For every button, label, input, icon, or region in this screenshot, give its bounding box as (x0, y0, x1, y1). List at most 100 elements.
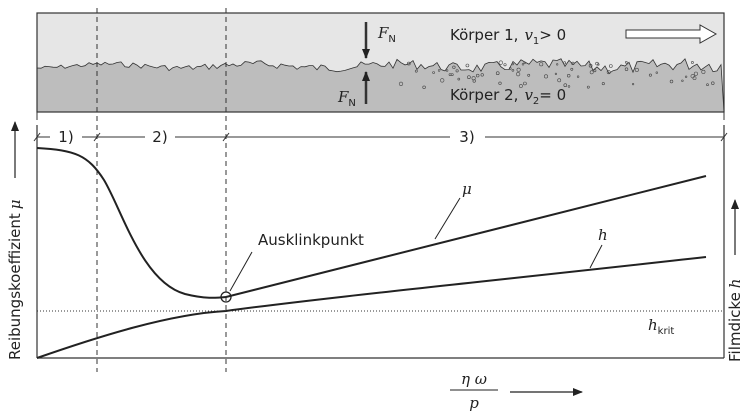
particle (508, 67, 512, 70)
particle (563, 61, 567, 65)
particle (452, 65, 456, 69)
particle (448, 73, 452, 77)
force-symbol: F (337, 88, 349, 106)
particle (556, 63, 559, 66)
particle (440, 78, 445, 83)
particle (414, 69, 418, 73)
particle (681, 79, 684, 83)
particle (503, 63, 507, 67)
y-axis-symbol: μ (6, 200, 24, 210)
y-axis-text: Reibungskoeffizient (6, 213, 24, 360)
particle (422, 85, 426, 90)
particle (480, 73, 484, 77)
motion-arrow (625, 24, 718, 44)
particle (519, 84, 523, 88)
axes (36, 125, 725, 359)
particle (523, 81, 527, 86)
velocity-index: 1 (533, 36, 539, 47)
particle (527, 73, 531, 77)
velocity: v (524, 26, 533, 44)
condition: = 0 (539, 86, 566, 104)
particle (655, 71, 658, 74)
particle (406, 61, 411, 66)
force-symbol: F (377, 24, 389, 42)
particle (588, 63, 593, 68)
body-2 (36, 58, 725, 113)
critical-symbol: h (648, 316, 658, 334)
particle (465, 63, 470, 68)
particle (624, 60, 628, 64)
particle (557, 78, 562, 83)
particle (595, 61, 599, 66)
particle (631, 82, 635, 86)
particle (576, 75, 580, 78)
body-name: Körper 1, (450, 26, 518, 44)
particle (511, 69, 515, 72)
particle (567, 85, 571, 88)
region-label: 3) (459, 128, 474, 146)
region-label: 1) (58, 128, 73, 146)
x-axis-denominator: p (469, 394, 479, 412)
particle (543, 74, 548, 79)
leader-line (229, 251, 253, 292)
particle (495, 71, 500, 75)
particle (608, 64, 613, 68)
body-name: Körper 2, (450, 86, 518, 104)
h-label: h (598, 226, 608, 244)
particle (516, 67, 521, 72)
particle (515, 71, 521, 77)
release-point-label: Ausklinkpunkt (258, 231, 364, 249)
particle (701, 69, 706, 74)
particle (684, 75, 688, 79)
particle (445, 69, 449, 72)
particle (624, 67, 629, 71)
force-label: FN (377, 24, 396, 45)
particle (521, 63, 525, 66)
region-bar (33, 112, 728, 142)
release-point (220, 291, 232, 303)
particle (398, 81, 404, 86)
particle (593, 69, 597, 73)
particle (511, 62, 514, 66)
particle (706, 83, 709, 86)
particle (691, 61, 694, 64)
particle (589, 70, 594, 75)
particle (669, 79, 674, 84)
particle (457, 77, 461, 81)
particle (711, 81, 715, 85)
particle (455, 69, 459, 73)
particle (471, 76, 476, 81)
particle (570, 67, 574, 71)
condition: > 0 (539, 26, 566, 44)
particle (498, 81, 502, 85)
particle (554, 72, 558, 75)
particle (563, 83, 568, 87)
body-label: Körper 1, v1> 0 (450, 26, 566, 47)
particle (606, 70, 611, 75)
particle (566, 73, 571, 78)
particle (601, 82, 605, 86)
y2-axis-label: Filmdicke h (726, 279, 740, 362)
particle (586, 85, 590, 89)
body-label: Körper 2, v2= 0 (450, 86, 566, 107)
particle (432, 71, 435, 74)
y2-axis-text: Filmdicke (726, 292, 740, 362)
particle (467, 75, 471, 79)
particles (398, 60, 715, 90)
y2-axis-symbol: h (726, 279, 740, 289)
contact-box (36, 12, 725, 113)
particle (476, 73, 480, 78)
particle (498, 60, 503, 65)
particle (539, 62, 544, 67)
y-axis-label: Reibungskoeffizient μ (6, 200, 24, 360)
friction-curve (36, 147, 707, 299)
velocity: v (524, 86, 533, 104)
force-index: N (388, 34, 395, 45)
x-axis-numerator: η ω (461, 370, 487, 388)
leader-line (589, 244, 603, 269)
force-label: FN (337, 88, 356, 109)
film-curve (36, 256, 707, 359)
region-label: 2) (152, 128, 167, 146)
critical-label: hkrit (648, 316, 674, 337)
particle (693, 71, 698, 76)
